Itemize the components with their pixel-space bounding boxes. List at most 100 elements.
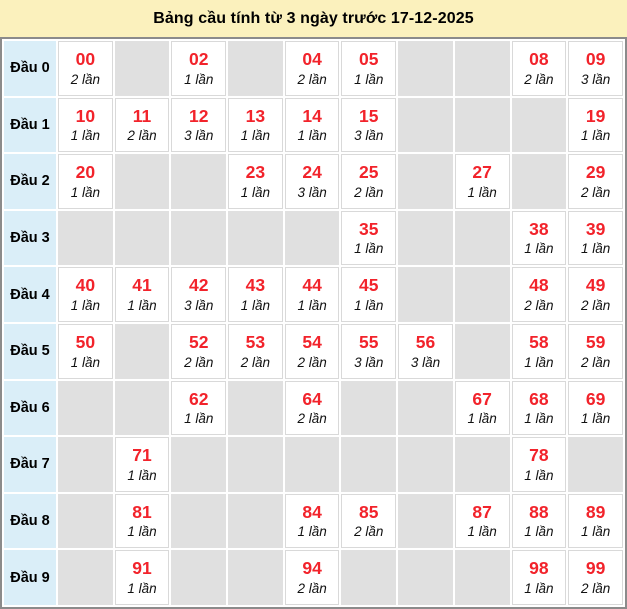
occurrence-count: 3 lần [580, 71, 611, 87]
pair-number: 54 [302, 332, 322, 353]
empty-cell [398, 380, 453, 436]
number-cell-41: 41 1 lần [114, 267, 170, 322]
number-cell-42: 42 3 lần [171, 267, 227, 322]
empty-cell [171, 493, 227, 549]
occurrence-count: 2 lần [127, 128, 157, 144]
page-title: Bảng cầu tính từ 3 ngày trước 17-12-2025 [0, 0, 627, 37]
table-row-dau-5: Đầu 5 50 1 lần 52 2 lần 53 2 lần 54 2 lần 55 3 lần… [4, 323, 623, 379]
pair-number: 10 [75, 105, 96, 126]
empty-cell [398, 437, 453, 492]
number-cell-02: 02 1 lần [171, 41, 227, 96]
occurrence-count: 3 lần [184, 128, 214, 144]
row-label-dau-5: Đầu 5 [4, 323, 56, 379]
empty-cell [398, 154, 453, 209]
empty-cell [58, 380, 113, 436]
empty-cell [228, 380, 283, 436]
pair-number: 94 [302, 558, 322, 579]
pair-number: 78 [529, 445, 549, 466]
occurrence-count: 1 lần [524, 354, 554, 370]
pair-number: 99 [585, 558, 606, 579]
occurrence-count: 2 lần [580, 354, 611, 370]
number-cell-39: 39 1 lần [568, 210, 623, 266]
table-row-dau-6: Đầu 6 62 1 lần 64 2 lần 67 1 lần 68 1 lần 69 1 lần [4, 380, 623, 436]
pair-number: 88 [529, 501, 549, 522]
pair-number: 00 [75, 49, 96, 70]
occurrence-count: 1 lần [580, 128, 611, 144]
occurrence-count: 1 lần [524, 241, 554, 257]
occurrence-count: 1 lần [70, 128, 100, 144]
pair-number: 23 [245, 162, 266, 183]
occurrence-count: 1 lần [580, 411, 611, 427]
occurrence-count: 2 lần [354, 524, 384, 540]
empty-cell [114, 323, 170, 379]
pair-number: 45 [359, 275, 379, 296]
empty-cell [511, 97, 567, 153]
empty-cell [341, 380, 397, 436]
occurrence-count: 2 lần [354, 184, 384, 200]
row-label-dau-8: Đầu 8 [4, 493, 56, 549]
pair-number: 25 [359, 162, 379, 183]
pair-number: 02 [188, 49, 209, 70]
pair-number: 11 [132, 105, 152, 126]
pair-number: 98 [529, 558, 549, 579]
pair-number: 14 [302, 105, 322, 126]
empty-cell [454, 323, 510, 379]
empty-cell [454, 267, 510, 322]
pair-number: 53 [245, 332, 266, 353]
empty-cell [284, 210, 340, 266]
number-cell-24: 24 3 lần [284, 154, 340, 209]
pair-number: 41 [132, 275, 152, 296]
number-cell-59: 59 2 lần [568, 323, 623, 379]
number-cell-78: 78 1 lần [511, 437, 567, 492]
number-cell-94: 94 2 lần [284, 550, 340, 605]
number-cell-25: 25 2 lần [341, 154, 397, 209]
number-cell-15: 15 3 lần [341, 97, 397, 153]
number-cell-00: 00 2 lần [58, 41, 113, 96]
row-label-dau-0: Đầu 0 [4, 41, 56, 96]
empty-cell [341, 437, 397, 492]
number-cell-85: 85 2 lần [341, 493, 397, 549]
number-cell-35: 35 1 lần [341, 210, 397, 266]
row-label-dau-9: Đầu 9 [4, 550, 56, 605]
number-cell-89: 89 1 lần [568, 493, 623, 549]
occurrence-count: 2 lần [524, 71, 554, 87]
pair-number: 58 [529, 332, 549, 353]
number-cell-44: 44 1 lần [284, 267, 340, 322]
pair-number: 59 [585, 332, 606, 353]
occurrence-count: 1 lần [127, 581, 157, 597]
row-label-dau-4: Đầu 4 [4, 267, 56, 322]
occurrence-count: 3 lần [297, 184, 327, 200]
number-cell-67: 67 1 lần [454, 380, 510, 436]
occurrence-count: 1 lần [127, 524, 157, 540]
row-label-dau-7: Đầu 7 [4, 437, 56, 492]
pair-number: 50 [75, 332, 96, 353]
number-cell-13: 13 1 lần [228, 97, 283, 153]
pair-number: 91 [132, 558, 152, 579]
number-cell-05: 05 1 lần [341, 41, 397, 96]
pair-number: 08 [529, 49, 549, 70]
empty-cell [228, 437, 283, 492]
empty-cell [454, 210, 510, 266]
empty-cell [341, 550, 397, 605]
occurrence-count: 1 lần [70, 298, 100, 314]
empty-cell [58, 210, 113, 266]
pair-number: 39 [585, 218, 606, 239]
table-row-dau-9: Đầu 9 91 1 lần 94 2 lần 98 1 lần 99 2 lần [4, 550, 623, 605]
empty-cell [171, 154, 227, 209]
occurrence-count: 1 lần [467, 184, 497, 200]
empty-cell [568, 437, 623, 492]
table-row-dau-3: Đầu 3 35 1 lần 38 1 lần 39 1 lần [4, 210, 623, 266]
number-cell-87: 87 1 lần [454, 493, 510, 549]
occurrence-count: 1 lần [70, 354, 100, 370]
pair-number: 55 [359, 332, 379, 353]
occurrence-count: 2 lần [580, 298, 611, 314]
row-label-dau-2: Đầu 2 [4, 154, 56, 209]
pair-number: 38 [529, 218, 549, 239]
pair-number: 05 [359, 49, 379, 70]
occurrence-count: 1 lần [127, 467, 157, 483]
occurrence-count: 1 lần [467, 524, 497, 540]
bridge-table-body: Đầu 0 00 2 lần 02 1 lần 04 2 lần 05 1 lần 08 2 lần… [4, 41, 623, 605]
number-cell-12: 12 3 lần [171, 97, 227, 153]
occurrence-count: 1 lần [354, 298, 384, 314]
row-label-dau-3: Đầu 3 [4, 210, 56, 266]
